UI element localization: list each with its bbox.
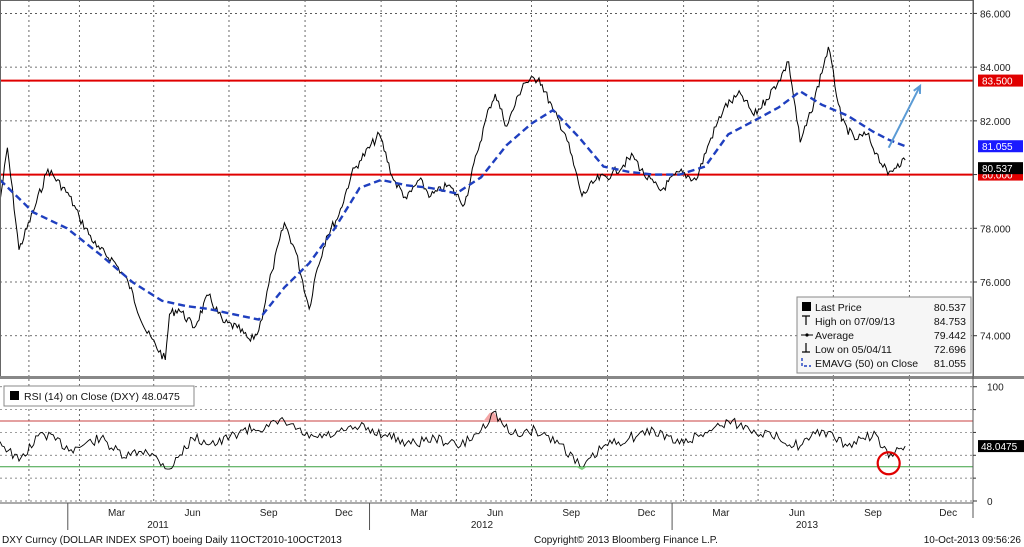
- filled-square-icon: [802, 302, 811, 311]
- x-tick-label: Dec: [335, 508, 353, 519]
- y-tick-label: 82.000: [980, 117, 1011, 128]
- tag-label: 81.055: [982, 142, 1013, 153]
- footer: DXY Curncy (DOLLAR INDEX SPOT) boeing Da…: [2, 535, 1021, 546]
- tag-label: 83.500: [982, 77, 1013, 88]
- tag-box: [978, 440, 1024, 453]
- x-tick-label: Dec: [939, 508, 957, 519]
- x-tick-label: Sep: [864, 508, 882, 519]
- price-reference-lines: [0, 79, 973, 176]
- y-tick-label: 74.000: [980, 332, 1011, 343]
- x-tick-label: Mar: [108, 508, 126, 519]
- x-year-label: 2011: [147, 520, 169, 531]
- tag-box: [978, 162, 1023, 175]
- ema-line: [0, 89, 906, 321]
- tag-box: [978, 74, 1023, 87]
- resistance-tag: 83.500: [978, 74, 1023, 88]
- tag-box: [978, 140, 1023, 153]
- x-tick-label: Dec: [638, 508, 656, 519]
- legend-value: 79.442: [934, 330, 966, 342]
- footer-security: DXY Curncy (DOLLAR INDEX SPOT) boeing Da…: [2, 535, 342, 546]
- x-year-label: 2012: [471, 520, 494, 531]
- x-tick-label: Sep: [562, 508, 580, 519]
- rsi-y-tick-label: 100: [987, 383, 1004, 394]
- legend-row-average: Average 79.442: [801, 330, 966, 342]
- rsi-line: [0, 410, 906, 470]
- x-tick-label: Jun: [789, 508, 805, 519]
- rsi-value-tag: 48.0475: [978, 440, 1024, 453]
- oversold-circle: [876, 451, 901, 476]
- y-tick-label: 84.000: [980, 63, 1011, 74]
- price-legend-box: [796, 296, 972, 374]
- rsi-y-tick-label: 0: [987, 497, 993, 508]
- legend-label: Average: [815, 330, 854, 342]
- legend-label: Last Price: [815, 302, 862, 314]
- rsi-legend-box: [3, 385, 195, 407]
- x-tick-label: Mar: [712, 508, 730, 519]
- x-axis: Mar Jun Sep Dec Mar Jun Sep Dec Mar Jun Sep Dec 2011…: [67, 503, 957, 531]
- tag-label: 48.0475: [981, 442, 1018, 453]
- y-tick-label: 76.000: [980, 278, 1011, 289]
- x-tick-label: Jun: [185, 508, 201, 519]
- price-line: [0, 46, 906, 361]
- legend-label: Low on 05/04/11: [815, 344, 892, 356]
- x-tick-label: Sep: [260, 508, 278, 519]
- dashed-line-icon: [801, 358, 811, 367]
- footer-timestamp: 10-Oct-2013 09:56:26: [924, 535, 1022, 546]
- low-marker-icon: [802, 343, 810, 353]
- rsi-y-axis: 0 100: [973, 383, 1004, 508]
- legend-row-high: High on 07/09/13 84.753: [802, 315, 966, 328]
- high-marker-icon: [802, 315, 810, 325]
- legend-value: 84.753: [934, 316, 966, 328]
- legend-value: 81.055: [934, 358, 966, 370]
- oversold-fill: [575, 466, 587, 471]
- last-price-tag: 80.537: [978, 162, 1023, 175]
- pane-divider: [0, 376, 1024, 379]
- price-legend: Last Price 80.537 High on 07/09/13 84.75…: [796, 296, 972, 374]
- legend-row-low: Low on 05/04/11 72.696: [802, 343, 966, 356]
- average-dot: [805, 333, 809, 337]
- ema-tag: 81.055: [978, 140, 1023, 153]
- chart-annotations: [876, 83, 922, 476]
- value-tags: 83.500 80.000 81.055 80.537 48.0475: [978, 74, 1024, 453]
- price-series: [0, 46, 906, 361]
- x-year-label: 2013: [796, 520, 819, 531]
- rsi-legend: RSI (14) on Close (DXY) 48.0475: [3, 385, 195, 407]
- tag-label: 80.000: [982, 171, 1013, 182]
- legend-row-last-price: Last Price 80.537: [802, 302, 966, 314]
- x-tick-label: Jun: [487, 508, 503, 519]
- legend-label: EMAVG (50) on Close: [815, 358, 918, 370]
- y-tick-label: 78.000: [980, 224, 1011, 235]
- chart-frame: [0, 0, 1024, 518]
- footer-copyright: Copyright© 2013 Bloomberg Finance L.P.: [534, 535, 718, 546]
- tag-label: 80.537: [982, 164, 1013, 175]
- legend-label: High on 07/09/13: [815, 316, 895, 328]
- legend-value: 72.696: [934, 344, 966, 356]
- legend-value: 80.537: [934, 302, 966, 314]
- legend-row-emavg: EMAVG (50) on Close 81.055: [801, 358, 966, 370]
- trend-arrow-head: [913, 83, 922, 94]
- rsi-title: RSI (14) on Close (DXY) 48.0475: [24, 391, 180, 403]
- trend-arrow: [887, 85, 921, 149]
- rsi-series: [0, 410, 906, 471]
- x-tick-label: Mar: [411, 508, 429, 519]
- filled-square-icon: [10, 391, 19, 400]
- y-tick-label: 86.000: [980, 9, 1011, 20]
- rsi-grid: [0, 379, 973, 503]
